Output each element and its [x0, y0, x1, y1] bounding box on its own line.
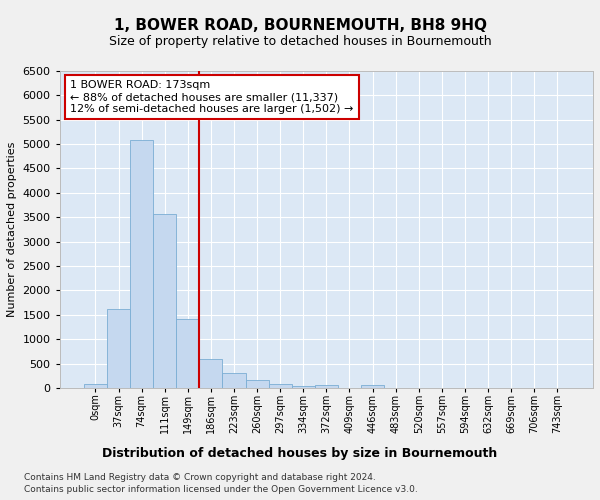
Bar [130, 140, 153, 388]
Bar [245, 380, 269, 388]
Bar [107, 309, 130, 388]
Bar [199, 358, 223, 388]
Text: Size of property relative to detached houses in Bournemouth: Size of property relative to detached ho… [109, 35, 491, 48]
Bar [153, 214, 176, 388]
Y-axis label: Number of detached properties: Number of detached properties [7, 142, 17, 317]
Text: 1 BOWER ROAD: 173sqm
← 88% of detached houses are smaller (11,337)
12% of semi-d: 1 BOWER ROAD: 173sqm ← 88% of detached h… [70, 80, 353, 114]
Bar [269, 384, 292, 388]
Text: Contains public sector information licensed under the Open Government Licence v3: Contains public sector information licen… [24, 485, 418, 494]
Bar [361, 385, 384, 388]
Bar [292, 386, 315, 388]
Bar [84, 384, 107, 388]
Bar [315, 385, 338, 388]
Text: Distribution of detached houses by size in Bournemouth: Distribution of detached houses by size … [103, 448, 497, 460]
Text: Contains HM Land Registry data © Crown copyright and database right 2024.: Contains HM Land Registry data © Crown c… [24, 472, 376, 482]
Text: 1, BOWER ROAD, BOURNEMOUTH, BH8 9HQ: 1, BOWER ROAD, BOURNEMOUTH, BH8 9HQ [113, 18, 487, 32]
Bar [223, 373, 245, 388]
Bar [176, 319, 199, 388]
